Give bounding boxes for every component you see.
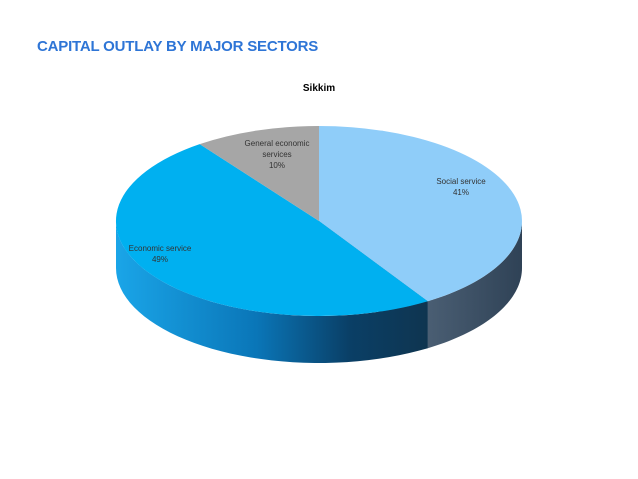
data-label-general-economic-services: General economic services 10% [245,139,310,170]
slice-side-social-service [427,221,522,349]
slice-general-economic-services [199,126,319,221]
data-label-social-service: Social service 41% [436,177,486,197]
chart-title: Sikkim [302,83,336,94]
slide-title: CAPITAL OUTLAY BY MAJOR SECTORS [37,38,319,55]
slice-social-service [319,126,522,302]
data-label-economic-service: Economic service 49% [129,244,192,264]
slice-side-economic-service [116,221,428,363]
slice-economic-service [115,144,428,317]
